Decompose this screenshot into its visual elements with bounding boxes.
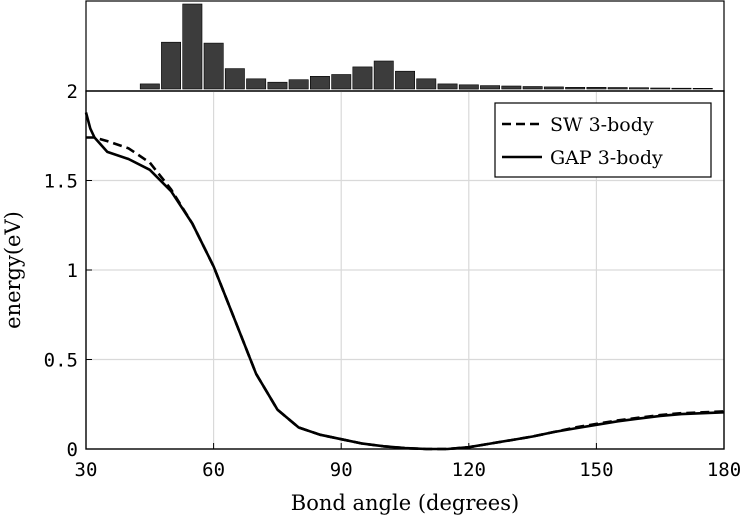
- x-tick-label: 90: [330, 459, 353, 481]
- series-lines: [84, 112, 725, 451]
- histogram-bar: [373, 60, 394, 90]
- y-tick-label: 2: [67, 81, 78, 103]
- histogram-bar: [607, 87, 628, 90]
- legend-label-gap: GAP 3-body: [550, 147, 663, 169]
- histogram-bar: [309, 76, 330, 90]
- y-tick-label: 0: [67, 439, 78, 461]
- histogram-bar: [224, 68, 245, 90]
- series-gap-3body: [84, 112, 725, 451]
- histogram-bar: [480, 85, 500, 90]
- histogram-bar: [522, 86, 543, 90]
- x-tick-label: 180: [707, 459, 741, 481]
- x-tick-label: 150: [579, 459, 613, 481]
- y-tick-label: 0.5: [44, 350, 78, 372]
- histogram-bar: [267, 81, 288, 90]
- histogram-bar: [458, 84, 479, 90]
- histogram-bar: [161, 41, 181, 90]
- histogram-bar: [692, 88, 713, 90]
- x-tick-label: 120: [452, 459, 486, 481]
- x-tick-label: 60: [202, 459, 225, 481]
- histogram-bar: [395, 70, 415, 90]
- histogram-bar: [416, 78, 437, 90]
- series-sw-3body: [86, 136, 725, 451]
- y-axis-label: energy(eV): [1, 211, 25, 329]
- histogram-bar: [650, 87, 671, 90]
- x-axis-label: Bond angle (degrees): [291, 491, 519, 515]
- x-ticks: 30 60 90 120 150 180: [75, 443, 741, 481]
- histogram-bar: [246, 78, 267, 90]
- y-tick-label: 1.5: [44, 171, 78, 193]
- histogram-bars: [139, 3, 713, 90]
- x-tick-label: 30: [75, 459, 98, 481]
- histogram-bar: [671, 87, 692, 90]
- histogram-bar: [139, 83, 160, 90]
- y-ticks: 0 0.5 1 1.5 2: [44, 81, 92, 461]
- histogram-bar: [586, 87, 607, 90]
- histogram-bar: [501, 85, 522, 90]
- histogram-bar: [182, 3, 203, 90]
- plot-panel: 30 60 90 120 150 180 0 0.5 1 1.5 2: [44, 81, 741, 481]
- histogram-bar: [288, 79, 309, 90]
- legend: SW 3-body GAP 3-body: [494, 102, 712, 178]
- legend-label-sw: SW 3-body: [550, 114, 654, 136]
- histogram-bar: [543, 86, 564, 90]
- histogram-bar: [565, 87, 586, 90]
- histogram-bar: [352, 66, 373, 90]
- histogram-bar: [203, 42, 224, 90]
- histogram-bar: [331, 74, 352, 90]
- histogram-bar: [437, 83, 458, 90]
- y-tick-label: 1: [67, 260, 78, 282]
- histogram-bar: [628, 87, 649, 90]
- histogram-panel: [85, 0, 725, 92]
- legend-box: [494, 102, 712, 178]
